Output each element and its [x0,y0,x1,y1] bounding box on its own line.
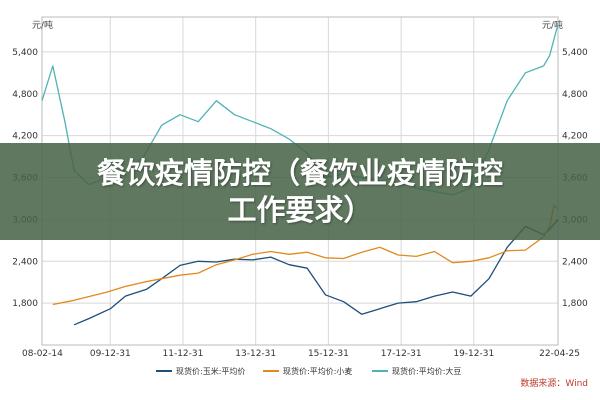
y-tick-label-right: 5,400 [562,48,588,58]
x-tick-label: 19-12-31 [453,349,494,359]
y-tick-label-right: 1,800 [562,299,588,309]
x-tick-label: 17-12-31 [381,349,422,359]
overlay-title-line-1: 餐饮疫情防控（餐饮业疫情防控 [96,155,503,190]
legend-label: 现货价:玉米:平均价 [176,366,245,376]
y-tick-label-left: 5,400 [12,48,38,58]
legend-label: 现货价:平均价:大豆 [392,366,461,376]
legend: 现货价:玉米:平均价 现货价:平均价:小麦 现货价:平均价:大豆 [156,366,461,376]
x-tick-label: 09-12-31 [90,349,131,359]
title-overlay-banner: 餐饮疫情防控（餐饮业疫情防控 工作要求） [0,143,600,240]
y-tick-label-left: 4,200 [12,132,38,142]
x-tick-label: 13-12-31 [235,349,276,359]
y-tick-label-right: 4,200 [562,132,588,142]
y-tick-label-right: 2,400 [562,257,588,267]
x-tick-label: 11-12-31 [163,349,204,359]
y-tick-label-left: 4,800 [12,90,38,100]
series-line-wheat [52,204,559,306]
y-tick-label-left: 1,800 [12,299,38,309]
data-source: 数据来源：Wind [520,377,588,389]
y-axis-unit-right: 元/吨 [542,19,563,31]
y-tick-label-right: 4,800 [562,90,588,100]
x-tick-label: 22-04-25 [539,349,580,359]
x-tick-label: 08-02-14 [22,349,63,359]
overlay-title-line-2: 工作要求） [227,192,373,227]
y-axis-unit-left: 元/吨 [32,19,53,31]
y-tick-label-left: 2,400 [12,257,38,267]
series-line-corn [73,218,559,326]
legend-label: 现货价:平均价:小麦 [283,366,352,376]
x-tick-label: 15-12-31 [308,349,349,359]
